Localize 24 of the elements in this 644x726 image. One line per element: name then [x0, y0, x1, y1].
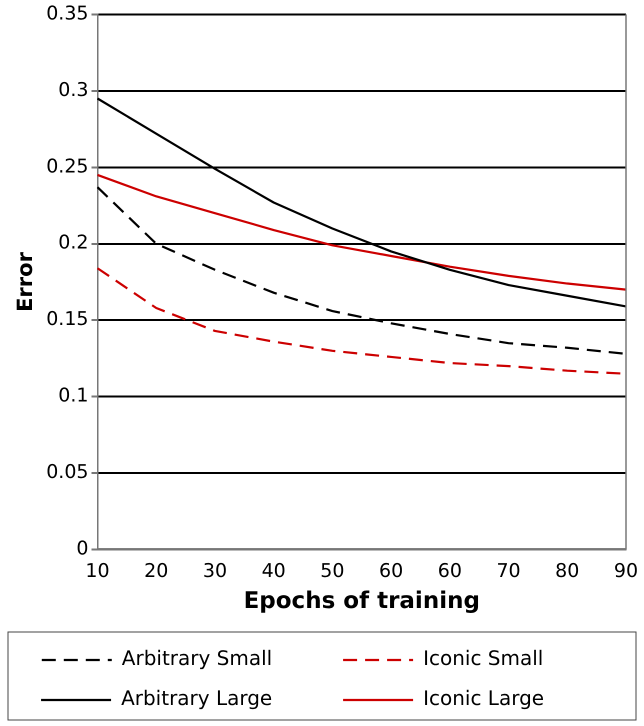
- x-tick-label: 20: [144, 560, 168, 582]
- y-tick-label: 0.25: [46, 155, 89, 178]
- legend-label: Iconic Large: [423, 686, 595, 710]
- x-tick-label: 60: [438, 560, 462, 582]
- legend-label: Arbitrary Large: [121, 686, 324, 710]
- x-tick-label: 70: [496, 560, 521, 582]
- y-tick-label: 0.35: [46, 2, 89, 24]
- legend-label: Arbitrary Small: [122, 646, 324, 670]
- x-tick-label: 60: [379, 560, 404, 582]
- y-tick-label: 0.05: [46, 461, 89, 484]
- y-tick-label: 0.3: [58, 78, 89, 101]
- y-tick-label: 0.15: [46, 308, 89, 330]
- y-tick-label: 0.1: [58, 384, 89, 407]
- x-axis-title: Epochs of training: [244, 588, 480, 614]
- y-axis-title: Error: [13, 251, 38, 312]
- x-tick-label: 40: [262, 560, 286, 582]
- x-tick-label: 10: [85, 560, 110, 582]
- x-tick-label: 80: [555, 560, 580, 582]
- y-tick-label: 0.2: [58, 232, 89, 254]
- x-tick-label: 50: [320, 560, 344, 582]
- x-tick-label: 90: [614, 560, 638, 582]
- x-tick-label: 30: [202, 560, 228, 582]
- y-tick-label: 0: [76, 538, 89, 560]
- legend-label: Iconic Small: [423, 646, 594, 670]
